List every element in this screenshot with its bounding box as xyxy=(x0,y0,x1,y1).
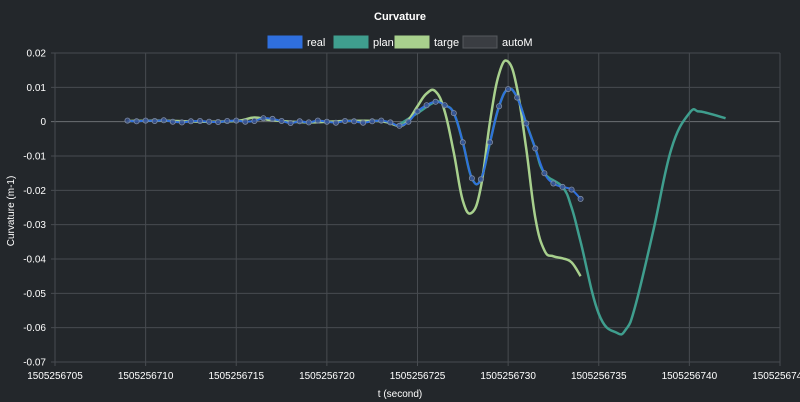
series-real xyxy=(124,86,584,202)
data-point-real xyxy=(196,118,203,125)
data-point-real xyxy=(296,118,303,125)
data-point-real xyxy=(278,118,285,125)
x-tick-label: 1505256710 xyxy=(118,371,174,382)
data-point-real xyxy=(169,118,176,125)
y-tick-label: 0.02 xyxy=(27,49,47,60)
legend-swatch xyxy=(333,35,369,49)
y-tick-label: 0 xyxy=(40,117,46,128)
legend-item-autoM[interactable]: autoM xyxy=(462,35,533,49)
legend-swatch xyxy=(394,35,430,49)
data-point-real xyxy=(459,139,466,146)
x-tick-label: 1505256745 xyxy=(752,371,800,382)
data-point-real xyxy=(178,119,185,126)
x-tick-label: 1505256730 xyxy=(480,371,536,382)
data-point-real xyxy=(332,119,339,126)
data-point-real xyxy=(432,98,439,105)
x-tick-label: 1505256715 xyxy=(208,371,264,382)
x-tick-label: 1505256735 xyxy=(571,371,627,382)
x-tick-label: 1505256705 xyxy=(27,371,83,382)
data-point-real xyxy=(523,120,530,127)
x-tick-label: 1505256725 xyxy=(390,371,446,382)
data-point-real xyxy=(142,117,149,124)
data-point-real xyxy=(550,180,557,187)
data-point-real xyxy=(215,119,222,126)
data-point-real xyxy=(505,86,512,93)
data-point-real xyxy=(360,119,367,126)
data-point-real xyxy=(468,175,475,182)
data-point-real xyxy=(369,118,376,125)
y-tick-label: 0.01 xyxy=(27,83,47,94)
y-tick-label: -0.05 xyxy=(23,289,46,300)
data-point-real xyxy=(414,108,421,115)
data-point-real xyxy=(378,117,385,124)
data-point-real xyxy=(532,145,539,152)
legend-label: plan xyxy=(373,37,394,49)
legend-label: autoM xyxy=(502,37,533,49)
data-point-real xyxy=(305,119,312,126)
data-point-real xyxy=(387,119,394,126)
data-point-real xyxy=(206,118,213,125)
data-point-real xyxy=(224,118,231,125)
x-axis-label: t (second) xyxy=(378,389,422,400)
y-tick-label: -0.07 xyxy=(23,358,46,369)
legend-item-real[interactable]: real xyxy=(267,35,325,49)
data-point-real xyxy=(287,120,294,127)
data-point-real xyxy=(477,176,484,183)
data-point-real xyxy=(314,117,321,124)
data-point-real xyxy=(351,118,358,125)
data-point-real xyxy=(233,117,240,124)
data-point-real xyxy=(441,102,448,109)
data-point-real xyxy=(124,117,131,124)
data-point-real xyxy=(450,110,457,117)
legend-item-targe[interactable]: targe xyxy=(394,35,459,49)
data-point-real xyxy=(496,103,503,110)
legend-item-plan[interactable]: plan xyxy=(333,35,394,49)
y-tick-label: -0.01 xyxy=(23,152,46,163)
legend-label: real xyxy=(307,37,325,49)
data-point-real xyxy=(160,117,167,124)
data-point-real xyxy=(133,118,140,125)
data-point-real xyxy=(514,94,521,101)
y-tick-label: -0.02 xyxy=(23,186,46,197)
data-point-real xyxy=(341,118,348,125)
legend: real plan targe autoM xyxy=(267,35,533,49)
y-tick-label: -0.03 xyxy=(23,220,46,231)
series-line-targe xyxy=(127,59,582,277)
data-point-real xyxy=(260,115,267,122)
series-layer xyxy=(124,59,726,336)
y-tick-labels: 0.02 0.01 0 -0.01 -0.02 -0.03 -0.04 -0.05 -0.06 -… xyxy=(23,49,46,369)
data-point-real xyxy=(396,122,403,129)
x-tick-labels: 1505256705 1505256710 1505256715 1505256720… xyxy=(27,371,800,382)
data-point-real xyxy=(187,118,194,125)
series-targe xyxy=(127,59,582,277)
data-point-real xyxy=(269,115,276,122)
data-point-real xyxy=(559,183,566,190)
legend-swatch xyxy=(462,35,498,49)
chart-title: Curvature xyxy=(374,11,426,23)
data-point-real xyxy=(568,186,575,193)
y-tick-label: -0.06 xyxy=(23,323,46,334)
y-tick-label: -0.04 xyxy=(23,255,46,266)
data-point-real xyxy=(541,170,548,177)
data-point-real xyxy=(251,118,258,125)
data-point-real xyxy=(242,118,249,125)
grid xyxy=(51,52,781,366)
data-point-real xyxy=(486,139,493,146)
data-point-real xyxy=(577,195,584,202)
data-point-real xyxy=(423,102,430,109)
legend-swatch xyxy=(267,35,303,49)
legend-label: targe xyxy=(434,37,459,49)
series-line-real xyxy=(127,87,582,200)
data-point-real xyxy=(405,118,412,125)
y-axis-label: Curvature (m-1) xyxy=(6,176,17,247)
x-tick-label: 1505256720 xyxy=(299,371,355,382)
data-point-real xyxy=(323,118,330,125)
x-tick-label: 1505256740 xyxy=(662,371,718,382)
data-point-real xyxy=(151,118,158,125)
